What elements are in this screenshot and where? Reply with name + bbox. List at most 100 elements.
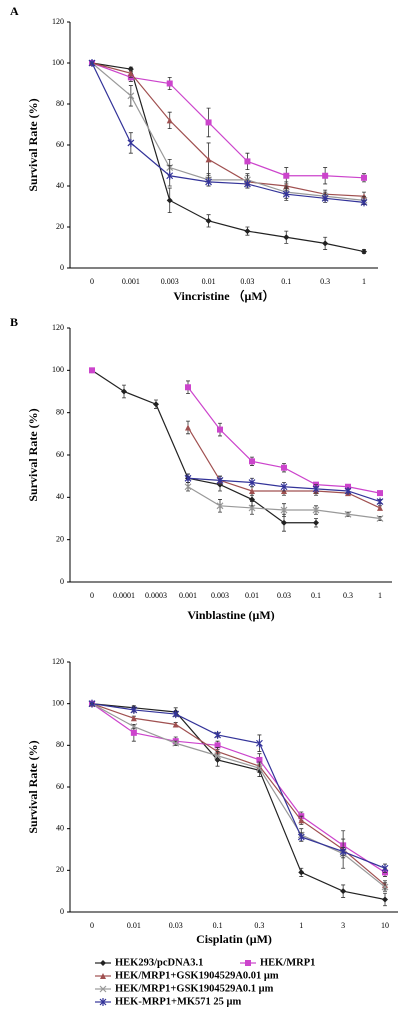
marker (360, 198, 368, 207)
marker (376, 515, 384, 522)
marker (127, 70, 134, 77)
x-axis-title: Cisplatin (μM) (196, 932, 272, 946)
x-tick-label: 0.0001 (113, 591, 135, 600)
y-tick-label: 40 (56, 181, 64, 190)
y-tick-label: 100 (52, 365, 64, 374)
panel-label: B (10, 315, 18, 329)
legend-label: HEK-MRP1+MK571 25 μm (115, 996, 242, 1007)
marker (339, 847, 347, 856)
y-tick-label: 60 (56, 140, 64, 149)
y-tick-label: 60 (56, 450, 64, 459)
y-tick-label: 120 (52, 17, 64, 26)
marker (298, 817, 305, 824)
marker (344, 486, 352, 495)
marker (100, 973, 106, 979)
x-tick-label: 0.3 (320, 277, 330, 286)
marker (214, 742, 221, 749)
marker (381, 864, 389, 873)
x-tick-label: 1 (378, 591, 382, 600)
marker (280, 482, 288, 491)
x-tick-label: 0.01 (245, 591, 259, 600)
marker (172, 739, 180, 747)
marker (89, 367, 95, 374)
x-tick-label: 1 (299, 921, 303, 930)
marker (153, 401, 159, 408)
x-tick-label: 0.0003 (145, 591, 167, 600)
marker (130, 723, 138, 731)
marker (166, 80, 173, 87)
marker (184, 474, 192, 483)
series-line (91, 369, 316, 524)
marker (184, 483, 192, 491)
series-line (91, 703, 386, 888)
marker (99, 998, 107, 1006)
x-tick-label: 0.3 (343, 591, 353, 600)
marker (205, 119, 212, 126)
x-tick-label: 0.1 (281, 277, 291, 286)
x-tick-label: 1 (362, 277, 366, 286)
marker (217, 426, 223, 433)
x-tick-label: 0 (90, 921, 94, 930)
marker (312, 484, 320, 493)
y-tick-label: 0 (60, 907, 64, 916)
x-tick-label: 0.01 (127, 921, 141, 930)
marker (256, 764, 263, 772)
x-tick-label: 0.3 (254, 921, 264, 930)
marker (216, 476, 224, 485)
y-tick-label: 20 (56, 534, 64, 543)
marker (214, 730, 221, 739)
marker (205, 177, 212, 186)
x-tick-label: 0.1 (213, 921, 223, 930)
x-tick-label: 3 (341, 921, 345, 930)
marker (205, 217, 212, 224)
series-line (91, 62, 365, 253)
y-tick-label: 0 (60, 577, 64, 586)
marker (280, 506, 288, 514)
marker (344, 510, 352, 518)
x-tick-label: 0.1 (311, 591, 321, 600)
marker (376, 497, 384, 506)
series-line (187, 386, 381, 494)
series-line (91, 62, 365, 179)
panel-label: A (10, 4, 19, 18)
legend-label: HEK293/pcDNA3.1 (115, 957, 203, 968)
y-tick-label: 120 (52, 657, 64, 666)
marker (100, 960, 106, 966)
marker (172, 721, 179, 728)
marker (361, 248, 367, 255)
marker (298, 869, 305, 876)
y-tick-label: 80 (56, 99, 64, 108)
marker (88, 699, 96, 708)
marker (377, 504, 383, 511)
y-tick-label: 40 (56, 823, 64, 832)
marker (172, 710, 180, 719)
marker (248, 478, 256, 487)
marker (214, 752, 221, 760)
marker (248, 504, 256, 512)
marker (166, 171, 174, 180)
marker (130, 705, 138, 714)
marker (256, 756, 263, 763)
marker (377, 490, 383, 497)
marker (297, 833, 305, 841)
series-line (91, 62, 365, 203)
x-tick-label: 0 (90, 591, 94, 600)
marker (283, 172, 290, 179)
marker (249, 487, 255, 494)
y-axis-title: Survival Rate (%) (26, 740, 40, 833)
y-tick-label: 100 (52, 58, 64, 67)
x-tick-label: 0.01 (202, 277, 216, 286)
y-axis-title: Survival Rate (%) (26, 98, 40, 191)
x-tick-label: 10 (381, 921, 389, 930)
marker (345, 483, 351, 490)
x-tick-label: 0.03 (277, 591, 291, 600)
marker (216, 502, 224, 510)
marker (244, 158, 251, 165)
series-line (91, 62, 365, 201)
x-tick-label: 0.03 (169, 921, 183, 930)
marker (245, 960, 251, 966)
y-tick-label: 0 (60, 263, 64, 272)
marker (312, 506, 320, 514)
y-tick-label: 80 (56, 740, 64, 749)
